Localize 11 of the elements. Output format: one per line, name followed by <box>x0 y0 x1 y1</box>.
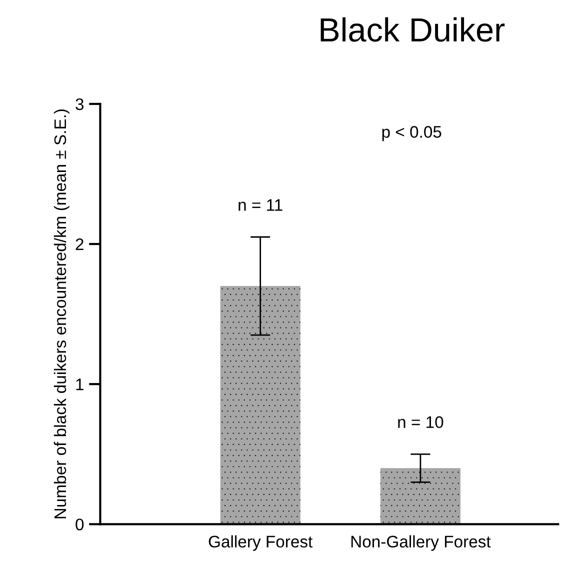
y-axis-title: Number of black duikers encountered/km (mean ± S.E.) <box>54 109 70 518</box>
annotation: n = 10 <box>398 416 444 428</box>
y-tick-label: 2 <box>76 238 84 250</box>
chart-title: Black Duiker <box>320 17 505 42</box>
x-tick-label: Non-Gallery Forest <box>351 535 491 551</box>
y-tick-label: 3 <box>76 98 84 110</box>
annotation: n = 11 <box>238 199 282 211</box>
annotation: p < 0.05 <box>382 126 442 142</box>
x-tick-label: Gallery Forest <box>208 535 313 551</box>
y-tick-label: 0 <box>76 518 84 530</box>
y-tick-label: 1 <box>76 378 84 390</box>
